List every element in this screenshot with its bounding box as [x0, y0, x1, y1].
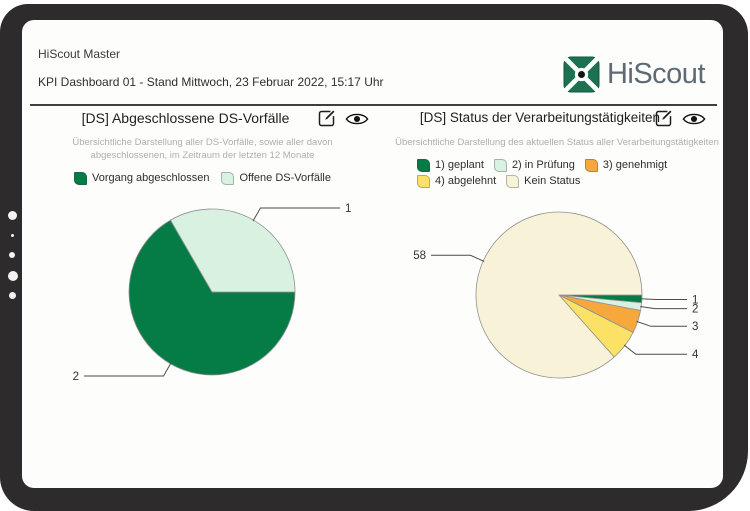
- callout-leader-line: [636, 320, 687, 327]
- legend-color-marker: [493, 158, 507, 172]
- legend-label: Vorgang abgeschlossen: [92, 172, 210, 185]
- legend-item: Offene DS-Vorfälle: [221, 171, 331, 185]
- legend-color-marker: [506, 174, 520, 188]
- bezel-dot: [9, 292, 16, 299]
- callout-leader-line: [252, 207, 340, 221]
- hiscout-logo-text: HiScout: [606, 58, 706, 90]
- bezel-dot: [9, 252, 15, 258]
- legend-label: 2) in Prüfung: [511, 159, 575, 172]
- callout-label: 2: [692, 303, 698, 315]
- legend-color-marker: [74, 171, 88, 185]
- panel-title: [DS] Status der Verarbeitungstätigkeiten: [419, 110, 661, 125]
- bezel-dot: [11, 234, 14, 237]
- legend-item: 1) geplant: [417, 158, 484, 172]
- callout-leader-line: [623, 344, 687, 355]
- legend-label: 1) geplant: [435, 159, 484, 172]
- legend-item: 3) genehmigt: [584, 158, 668, 172]
- callout-label: 4: [692, 349, 699, 361]
- dashboard-screen: HiScout Master KPI Dashboard 01 - Stand …: [22, 20, 723, 488]
- legend-label: 4) abgelehnt: [435, 175, 497, 188]
- bezel-dot: [8, 211, 17, 220]
- eye-icon[interactable]: [345, 111, 369, 127]
- callout-leader-line: [84, 362, 172, 377]
- callout-label: 1: [692, 294, 698, 306]
- dashboard-title: KPI Dashboard 01 - Stand Mittwoch, 23 Fe…: [38, 75, 384, 89]
- hiscout-logo: HiScout: [563, 56, 706, 93]
- eye-icon[interactable]: [682, 111, 706, 127]
- hiscout-logo-icon: [563, 56, 600, 93]
- callout-label: 3: [692, 321, 698, 333]
- edit-icon[interactable]: [653, 108, 674, 129]
- legend-item: Kein Status: [506, 174, 581, 188]
- legend-label: Kein Status: [524, 175, 581, 188]
- callout-label: 2: [73, 370, 79, 382]
- callout-label: 1: [345, 202, 351, 214]
- callout-leader-line: [640, 298, 687, 300]
- panel-title: [DS] Abgeschlossene DS-Vorfälle: [81, 110, 290, 126]
- legend-label: Offene DS-Vorfälle: [239, 172, 331, 185]
- callout-label: 58: [413, 250, 426, 262]
- callout-leader-line: [640, 305, 687, 309]
- legend-color-marker: [221, 171, 235, 185]
- legend-item: 4) abgelehnt: [417, 174, 497, 188]
- pie-legend: Vorgang abgeschlossen Offene DS-Vorfälle: [30, 171, 375, 185]
- edit-icon[interactable]: [316, 108, 337, 129]
- app-title: HiScout Master: [38, 47, 121, 61]
- panel-verarbeitungstaetigkeiten: [DS] Status der Verarbeitungstätigkeiten: [394, 110, 720, 442]
- panel-ds-vorfaelle: [DS] Abgeschlossene DS-Vorfälle: [30, 110, 375, 439]
- legend-color-marker: [417, 174, 430, 188]
- tablet-frame: HiScout Master KPI Dashboard 01 - Stand …: [0, 4, 748, 511]
- header-divider: [30, 104, 717, 106]
- pie-chart-verarbeitungstaetigkeiten: 12 3 4 58: [413, 211, 699, 379]
- callout-leader-line: [431, 254, 485, 262]
- panel-subtitle: Übersichtliche Darstellung des aktuellen…: [395, 137, 719, 148]
- legend-color-marker: [584, 158, 598, 172]
- pie-chart-ds-vorfaelle: 21: [73, 202, 352, 382]
- pie-legend: 1) geplant 2) in Prüfung 3) genehmigt 4) ab…: [417, 158, 697, 188]
- legend-color-marker: [417, 158, 430, 172]
- legend-item: 2) in Prüfung: [493, 158, 575, 172]
- bezel-dot: [8, 271, 18, 281]
- legend-item: Vorgang abgeschlossen: [74, 171, 210, 185]
- legend-label: 3) genehmigt: [602, 159, 668, 172]
- panel-subtitle: Übersichtliche Darstellung aller DS-Vorf…: [72, 137, 333, 161]
